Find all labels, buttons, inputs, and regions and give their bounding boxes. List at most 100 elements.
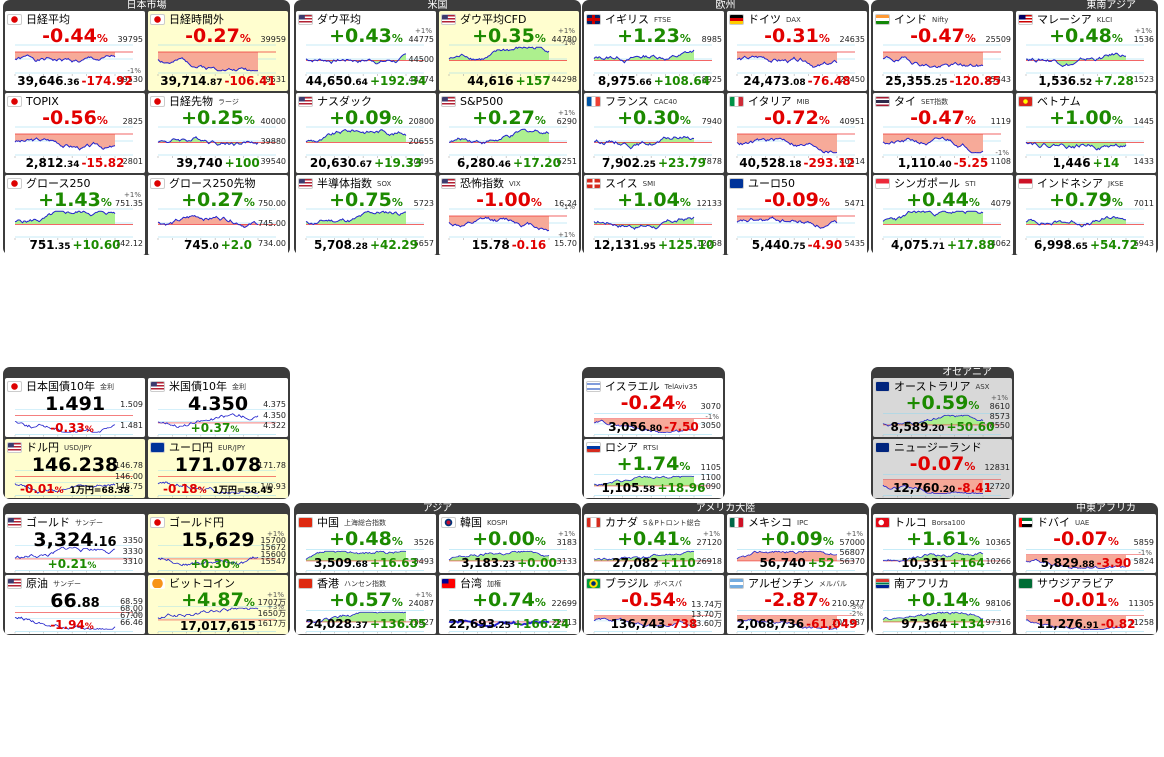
mini-chart	[448, 44, 567, 76]
change-percent: -0.09	[764, 189, 819, 211]
market-tile[interactable]: グロース250 751.35 742.12 +1% +1.43% 751.35 +10.60	[5, 175, 145, 255]
market-tile[interactable]: ブラジル ボベスパ 13.74万 13.70万 13.60万 -0.54% 136,743-…	[584, 575, 724, 634]
market-tile[interactable]: ニュージーランド 12831 12720 -0.07% 12,760.20 -8.41	[873, 439, 1012, 498]
mini-chart	[157, 408, 276, 437]
change-percent: +0.09	[329, 107, 392, 129]
change-percent: +1.00	[1049, 107, 1112, 129]
tile-header: ユーロ円 EUR/JPY	[150, 440, 245, 454]
market-tile[interactable]: 半導体指数 SOX 5723 5657 +0.75% 5,708.28 +42.29	[296, 175, 436, 255]
market-tile[interactable]: イスラエル TelAviv35 3070 3050 -1% -0.24% 3,056.80-…	[584, 378, 723, 437]
market-tile[interactable]: グロース250先物 750.00 745.00 734.00 +0.27% 745.0 +2…	[148, 175, 288, 255]
market-tile[interactable]: ドバイ UAE 5859 5824 -1% -0.07% 5,829.88 -3.90	[1016, 514, 1156, 573]
percent-sign: %	[679, 114, 691, 127]
market-tile[interactable]: 原油 サンデー 68.59 68.00 67.00 66.46 -1% 66.88 -1.94%	[5, 575, 145, 634]
percent-sign: %	[534, 114, 546, 127]
axis-label: 16.24	[554, 199, 577, 208]
market-tile[interactable]: 米国債10年 金利 4.375 4.350 4.322 4.350 +0.37%	[148, 378, 288, 437]
market-tile[interactable]: ダウ平均CFD 44780 44298 +1% -1% +0.35% 44,616 +157	[439, 11, 579, 91]
market-tile[interactable]: マレーシア KLCI 1536 1523 +1% +0.48% 1,536.52 +7.28	[1016, 11, 1156, 91]
market-tile[interactable]: ゴールド サンデー 3350 3330 3310 3,324.16 +0.21%	[5, 514, 145, 573]
change-percent: +0.48	[1049, 25, 1112, 47]
percent-guide-label: -1%	[705, 413, 719, 421]
market-tile[interactable]: 香港 ハンセン指数 24087 23827 +1% +0.57% 24,028.37 +136…	[296, 575, 436, 634]
tile-header: 日本国債10年 金利	[7, 379, 114, 393]
price-change: -4.90	[807, 238, 843, 252]
percent-guide-label: +1%	[124, 191, 141, 199]
group-title: アジア	[422, 503, 453, 514]
market-tile[interactable]: 韓国 KOSPI 3183 3133 +1% +0.00% 3,183.23 +0.00	[439, 514, 579, 573]
market-tile[interactable]: フランス CAC40 7940 7878 +0.30% 7,902.25 +23.79	[584, 93, 724, 173]
market-tile[interactable]: インド Nifty 25509 25343 -0.47% 25,355.25 -120.85	[873, 11, 1013, 91]
percent-sign: %	[96, 114, 108, 127]
axis-label: 1/0.93	[260, 482, 286, 491]
axis-label: 2825	[122, 117, 143, 126]
price-value: 11,276	[1036, 617, 1083, 631]
market-tile[interactable]: ドル円 USD/JPY 146.78 146.00 145.75 146.238 -0.01…	[5, 439, 145, 498]
axis-label: 3350	[122, 536, 143, 545]
market-tile[interactable]: オーストラリア ASX 8610 8573 8550 +1% +0.59% 8,589.20 +…	[873, 378, 1012, 437]
market-tile[interactable]: ゴールド円 15700 15672 15600 15547 +1% 15,629 +0.30%	[148, 514, 288, 573]
market-tile[interactable]: ビットコイン 1707万 1650万 1617万 +1% +3% +4.87% 17,017,…	[148, 575, 288, 634]
market-name: ブラジル	[605, 577, 649, 590]
market-tile[interactable]: ナスダック 20800 20655 20495 +0.09% 20,630.67 +19.3…	[296, 93, 436, 173]
market-tile[interactable]: 南アフリカ 98106 97316 +0.14% 97,364 +134	[873, 575, 1013, 634]
price-value: 25,355	[885, 74, 932, 88]
percent-sign: %	[1111, 196, 1123, 209]
percent-sign: %	[243, 196, 255, 209]
market-tile[interactable]: サウジアラビア 11305 11258 -0.01% 11,276.91 -0.82	[1016, 575, 1156, 634]
mini-chart	[1025, 610, 1144, 634]
change-percent: +0.27	[472, 107, 535, 129]
market-tile[interactable]: ユーロ円 EUR/JPY 171.78 1/0.93 171.078 -0.18% 1万円=…	[148, 439, 288, 498]
change-percent-row: +0.35%	[439, 25, 579, 50]
market-name: 日経先物	[169, 95, 213, 108]
market-tile[interactable]: ロシア RTSI 1105 1100 1090 +1.74% 1,105.58 +18.96	[584, 439, 723, 498]
market-tile[interactable]: スイス SMI 12133 12058 +1.04% 12,131.95 +125.10	[584, 175, 724, 255]
market-code: VIX	[509, 180, 521, 188]
axis-label: 5435	[844, 239, 865, 248]
th-flag-icon	[875, 95, 890, 107]
market-tile[interactable]: カナダ S＆Pトロント総合 27120 26918 +1% +0.41% 27,082 +11…	[584, 514, 724, 573]
market-tile[interactable]: アルゼンチン メルバル 210.977 205.387 -2% -3% -2.87% 2,06…	[727, 575, 867, 634]
axis-label: 3050	[700, 421, 721, 430]
market-tile[interactable]: ベトナム 1445 1433 +1.00% 1,446 +14	[1016, 93, 1156, 173]
market-tile[interactable]: トルコ Borsa100 10365 10266 +1.61% 10,331 +164	[873, 514, 1013, 573]
price-row: 39,714.87 -106.41	[148, 74, 288, 90]
market-tile[interactable]: TOPIX 2825 2801 -0.56% 2,812.34 -15.82	[5, 93, 145, 173]
price-value: 24,473	[743, 74, 790, 88]
tr-flag-icon	[875, 516, 890, 528]
market-tile[interactable]: イタリア MIB 40951 40514 -0.72% 40,528.18 -293.12	[727, 93, 867, 173]
mini-chart	[593, 610, 712, 634]
group-title	[582, 367, 725, 378]
market-tile[interactable]: ドイツ DAX 24635 24450 -0.31% 24,473.08 -76.48	[727, 11, 867, 91]
market-tile[interactable]: 日本国債10年 金利 1.509 1.481 1.491 -0.33%	[5, 378, 145, 437]
price-row: 1,536.52 +7.28	[1016, 74, 1156, 90]
market-tile[interactable]: 中国 上海総合指数 3526 3493 +0.48% 3,509.68 +16.63	[296, 514, 436, 573]
market-tile[interactable]: ダウ平均 44775 44500 44374 +1% +0.43% 44,650.64 +19…	[296, 11, 436, 91]
group-title: 東南アジア	[1086, 0, 1136, 11]
market-tile[interactable]: ユーロ50 5471 5435 -0.09% 5,440.75 -4.90	[727, 175, 867, 255]
market-tile[interactable]: 台湾 加権 22699 22513 +0.74% 22,693.25 +166.24	[439, 575, 579, 634]
tile-header: アルゼンチン メルバル	[729, 576, 847, 590]
market-name: オーストラリア	[894, 380, 971, 393]
mini-chart	[448, 126, 567, 158]
tile-header: カナダ S＆Pトロント総合	[586, 515, 701, 529]
price-value: 6,998	[1034, 238, 1072, 252]
market-tile[interactable]: インドネシア JKSE 7011 6943 +0.79% 6,998.65 +54.72	[1016, 175, 1156, 255]
market-tile[interactable]: 日経平均 39795 39530 -1% -0.44% 39,646.36 -174.92	[5, 11, 145, 91]
tile-header: 中国 上海総合指数	[298, 515, 386, 529]
market-tile[interactable]: 日経時間外 39959 39531 -0.27% 39,714.87 -106.41	[148, 11, 288, 91]
market-tile[interactable]: 日経先物 ラージ 40000 39880 39540 +0.25% 39,740 +100	[148, 93, 288, 173]
mini-chart	[882, 413, 1001, 437]
market-tile[interactable]: シンガポール STI 4079 4062 +0.44% 4,075.71 +17.88	[873, 175, 1013, 255]
market-code: S＆Pトロント総合	[643, 519, 701, 527]
market-tile[interactable]: タイ SET指数 1119 1108 -1% -0.47% 1,110.40 -5.25	[873, 93, 1013, 173]
price-row: 44,616 +157	[439, 74, 579, 90]
change-percent: +0.21	[47, 557, 88, 571]
market-tile[interactable]: 恐怖指数 VIX 16.24 15.70 +1% -1% -1.00% 15.78 -0.16	[439, 175, 579, 255]
market-tile[interactable]: イギリス FTSE 8985 8925 +1.23% 8,975.66 +108.64	[584, 11, 724, 91]
percent-sign: %	[391, 596, 403, 609]
market-tile[interactable]: メキシコ IPC 57000 56807 56370 +1% +0.09% 56,740 +52	[727, 514, 867, 573]
axis-label: 15672	[260, 543, 286, 552]
us-flag-icon	[298, 177, 313, 189]
market-tile[interactable]: S&P500 6290 6251 +1% +0.27% 6,280.46 +17.20	[439, 93, 579, 173]
